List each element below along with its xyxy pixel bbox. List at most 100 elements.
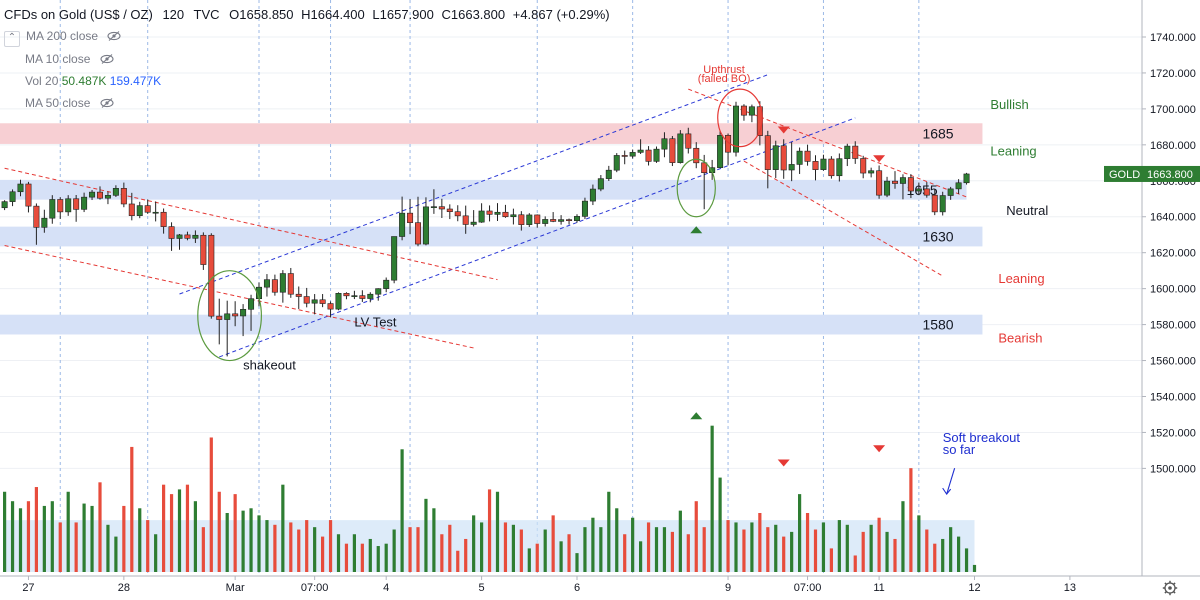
volume-bar xyxy=(416,527,420,572)
candle xyxy=(57,197,64,219)
hidden-eye-icon[interactable] xyxy=(100,98,114,108)
candle xyxy=(65,195,72,216)
candle xyxy=(844,143,851,167)
candle xyxy=(637,139,644,155)
price-tick-label: 1640.000 xyxy=(1150,212,1196,224)
candle xyxy=(399,196,406,241)
interval-label[interactable]: 120 xyxy=(162,7,185,22)
volume-bar xyxy=(694,501,698,572)
candle-body xyxy=(486,210,493,215)
candle-body xyxy=(550,219,557,222)
candle xyxy=(796,147,803,174)
ma200-label: MA 200 close xyxy=(26,29,99,43)
red-short-lower xyxy=(743,160,943,277)
candle xyxy=(947,186,954,200)
ma50-legend-row[interactable]: MA 50 close xyxy=(25,96,114,110)
gear-icon[interactable] xyxy=(1162,580,1178,596)
volume-bar xyxy=(734,522,738,572)
volume-bar xyxy=(313,527,317,572)
symbol-name[interactable]: CFDs on Gold (US$ / OZ) xyxy=(4,7,153,22)
volume-bar xyxy=(384,543,388,572)
candle xyxy=(430,189,437,214)
candle-body xyxy=(740,105,747,116)
candle xyxy=(367,292,374,303)
candle xyxy=(502,204,509,218)
candle-body xyxy=(327,303,334,310)
volume-bar xyxy=(877,517,881,572)
price-tick-label: 1500.000 xyxy=(1150,463,1196,475)
price-axis-bg xyxy=(1142,0,1200,576)
ma10-legend-row[interactable]: MA 10 close xyxy=(25,52,114,66)
time-tick-label: Mar xyxy=(226,582,245,594)
candle xyxy=(89,189,96,201)
red-down-lower xyxy=(4,245,474,349)
chevron-up-icon[interactable]: ⌃ xyxy=(4,31,20,47)
candle-body xyxy=(764,135,771,170)
candle xyxy=(303,287,310,308)
candle xyxy=(494,203,501,222)
volume-bar xyxy=(368,538,372,572)
candle xyxy=(184,231,191,241)
candle-body xyxy=(637,149,644,153)
candle-body xyxy=(422,206,429,245)
close-value: 1663.800 xyxy=(450,7,506,22)
candle xyxy=(963,172,970,185)
candle-body xyxy=(534,214,541,224)
candle-body xyxy=(287,273,294,295)
volume-bar xyxy=(957,536,961,572)
time-tick-label: 07:00 xyxy=(301,582,329,594)
candle-body xyxy=(375,288,382,295)
spring-circle xyxy=(676,158,716,218)
volume-bar xyxy=(82,503,86,572)
candle xyxy=(891,171,898,189)
time-tick-label: 28 xyxy=(118,582,130,594)
annotation-label: Bearish xyxy=(998,331,1042,346)
candle-body xyxy=(788,164,795,171)
candle-body xyxy=(367,293,374,299)
candle-body xyxy=(677,133,684,163)
candle xyxy=(120,182,127,208)
candle-body xyxy=(89,191,96,198)
volume-bar xyxy=(487,489,492,572)
volume-bar xyxy=(869,524,873,572)
candle-body xyxy=(884,180,891,196)
volume-bar xyxy=(344,543,349,572)
candle xyxy=(97,186,104,200)
candle xyxy=(923,182,930,198)
volume-bar xyxy=(543,529,547,572)
candle xyxy=(780,139,787,179)
blue-channel-lower xyxy=(219,117,856,358)
volume-bar xyxy=(162,484,166,572)
volume-bar xyxy=(710,425,714,572)
candle xyxy=(836,153,843,182)
ma200-legend-row[interactable]: ⌃ MA 200 close xyxy=(4,29,121,47)
candle-body xyxy=(955,182,962,190)
annotation-label: Bullish xyxy=(990,97,1028,112)
candle-body xyxy=(669,138,676,163)
volume-bar xyxy=(217,491,221,572)
volume-bar xyxy=(798,494,802,572)
candle-body xyxy=(391,236,398,281)
candle xyxy=(613,153,620,173)
candle xyxy=(717,130,724,168)
volume-legend-row[interactable]: Vol 20 50.487K 159.477K xyxy=(25,74,161,88)
candle xyxy=(518,211,525,231)
candle xyxy=(589,184,596,206)
candle xyxy=(49,195,56,224)
candle xyxy=(820,154,827,171)
hidden-eye-icon[interactable] xyxy=(100,54,114,64)
time-tick-label: 27 xyxy=(22,582,34,594)
candle xyxy=(208,233,215,319)
candle-body xyxy=(33,205,40,228)
price-tick-label: 1720.000 xyxy=(1150,68,1196,80)
candle xyxy=(581,197,588,220)
volume-bar xyxy=(790,531,794,572)
candle-body xyxy=(653,148,660,162)
candle-body xyxy=(621,155,628,157)
candle-body xyxy=(685,133,692,149)
candle-body xyxy=(899,177,906,184)
time-tick-label: 11 xyxy=(873,582,884,594)
hidden-eye-icon[interactable] xyxy=(107,31,121,41)
volume-bar xyxy=(782,536,786,572)
